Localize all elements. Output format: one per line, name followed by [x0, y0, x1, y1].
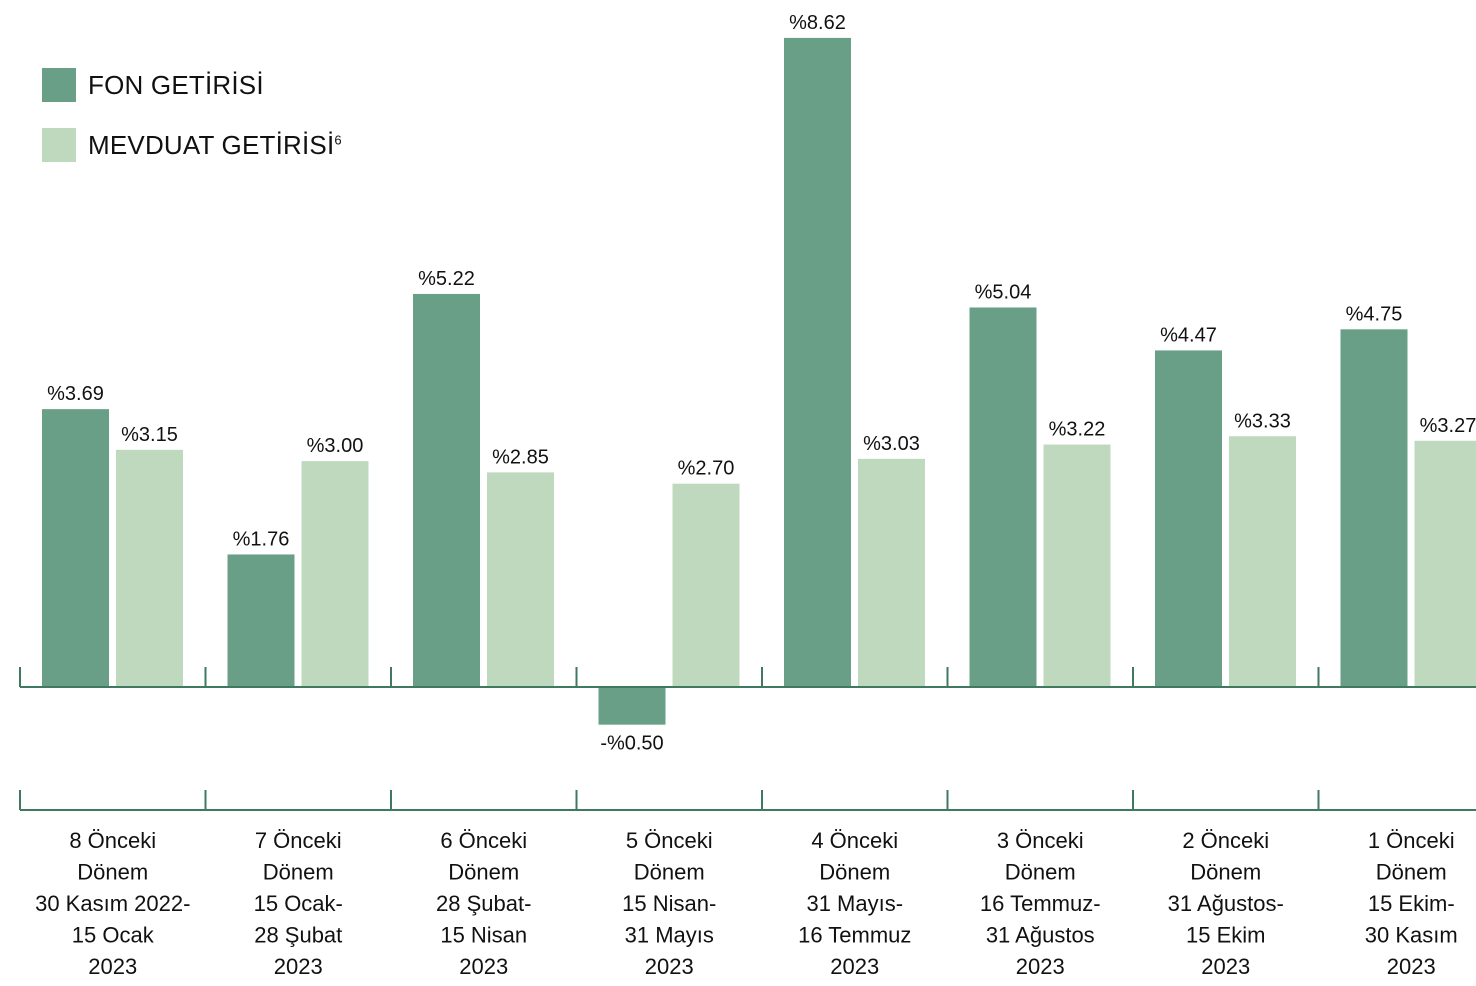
category-label-5-line-5: 2023	[830, 954, 879, 979]
category-label-2-line-4: 28 Şubat	[254, 923, 342, 948]
category-label-1-line-5: 2023	[88, 954, 137, 979]
category-label-2-line-2: Dönem	[263, 860, 334, 885]
category-label-1-line-3: 30 Kasım 2022-	[35, 891, 190, 916]
bar-fon-4	[598, 687, 666, 725]
legend-item-mevduat: MEVDUAT GETİRİSİ6	[42, 128, 342, 162]
bar-mevduat-2	[301, 461, 369, 687]
category-label-4-line-5: 2023	[645, 954, 694, 979]
bar-fon-2	[227, 554, 295, 687]
bar-mevduat-4	[672, 483, 740, 687]
bar-fon-1	[42, 409, 109, 687]
legend-swatch-fon	[42, 68, 76, 102]
category-label-8-line-3: 15 Ekim-	[1368, 891, 1455, 916]
bar-mevduat-7	[1229, 436, 1296, 687]
category-label-8-line-5: 2023	[1387, 954, 1436, 979]
value-label-mevduat-1: %3.15	[121, 424, 178, 446]
category-label-3-line-2: Dönem	[448, 860, 519, 885]
bar-mevduat-8	[1414, 440, 1476, 687]
category-label-1-line-2: Dönem	[77, 860, 148, 885]
category-label-1-line-1: 8 Önceki	[69, 828, 156, 853]
value-label-fon-4: -%0.50	[600, 733, 663, 755]
category-label-6-line-3: 16 Temmuz-	[980, 891, 1101, 916]
category-label-7-line-3: 31 Ağustos-	[1168, 891, 1284, 916]
category-label-6-line-5: 2023	[1016, 954, 1065, 979]
bar-fon-7	[1155, 350, 1222, 687]
bar-mevduat-3	[487, 472, 554, 687]
legend-item-fon: FON GETİRİSİ	[42, 68, 342, 102]
value-label-mevduat-7: %3.33	[1234, 410, 1291, 432]
category-label-5-line-3: 31 Mayıs-	[806, 891, 903, 916]
value-label-mevduat-3: %2.85	[492, 446, 549, 468]
legend-swatch-mevduat	[42, 128, 76, 162]
category-label-5-line-1: 4 Önceki	[811, 828, 898, 853]
bar-mevduat-5	[858, 458, 925, 687]
legend-label-fon: FON GETİRİSİ	[88, 69, 264, 100]
legend-label-mevduat: MEVDUAT GETİRİSİ6	[88, 130, 342, 161]
value-label-fon-8: %4.75	[1346, 303, 1403, 325]
category-label-7-line-4: 15 Ekim	[1186, 923, 1265, 948]
category-label-7-line-5: 2023	[1201, 954, 1250, 979]
value-label-fon-5: %8.62	[789, 12, 846, 34]
bar-mevduat-1	[116, 449, 183, 687]
category-label-3-line-5: 2023	[459, 954, 508, 979]
bar-fon-5	[784, 37, 851, 687]
category-label-3-line-4: 15 Nisan	[440, 923, 527, 948]
value-label-fon-6: %5.04	[975, 281, 1032, 303]
category-label-1-line-4: 15 Ocak	[72, 923, 155, 948]
value-label-mevduat-6: %3.22	[1049, 419, 1106, 441]
category-label-3-line-3: 28 Şubat-	[436, 891, 531, 916]
category-label-2-line-3: 15 Ocak-	[254, 891, 343, 916]
category-label-6-line-1: 3 Önceki	[997, 828, 1084, 853]
category-label-4-line-3: 15 Nisan-	[622, 891, 716, 916]
category-label-8-line-1: 1 Önceki	[1368, 828, 1455, 853]
category-label-5-line-4: 16 Temmuz	[798, 923, 911, 948]
category-label-3-line-1: 6 Önceki	[440, 828, 527, 853]
value-label-mevduat-8: %3.27	[1420, 415, 1476, 437]
value-label-fon-2: %1.76	[233, 528, 290, 550]
value-label-mevduat-5: %3.03	[863, 433, 920, 455]
bar-mevduat-6	[1043, 444, 1111, 687]
category-label-4-line-1: 5 Önceki	[626, 828, 713, 853]
category-label-2-line-5: 2023	[274, 954, 323, 979]
bar-fon-8	[1340, 329, 1408, 687]
legend-footnote-marker: 6	[334, 131, 342, 147]
value-label-fon-1: %3.69	[47, 383, 104, 405]
category-label-6-line-2: Dönem	[1005, 860, 1076, 885]
category-label-7-line-1: 2 Önceki	[1182, 828, 1269, 853]
category-label-7-line-2: Dönem	[1190, 860, 1261, 885]
legend: FON GETİRİSİ MEVDUAT GETİRİSİ6	[42, 68, 342, 188]
value-label-fon-3: %5.22	[418, 268, 475, 290]
category-label-4-line-2: Dönem	[634, 860, 705, 885]
bar-fon-6	[969, 307, 1037, 687]
category-label-8-line-4: 30 Kasım	[1365, 923, 1458, 948]
value-label-mevduat-4: %2.70	[678, 458, 735, 480]
category-label-5-line-2: Dönem	[819, 860, 890, 885]
value-label-fon-7: %4.47	[1160, 324, 1217, 346]
category-label-4-line-4: 31 Mayıs	[625, 923, 714, 948]
value-label-mevduat-2: %3.00	[307, 435, 364, 457]
category-label-8-line-2: Dönem	[1376, 860, 1447, 885]
bar-fon-3	[413, 293, 480, 687]
category-label-2-line-1: 7 Önceki	[255, 828, 342, 853]
legend-label-mevduat-text: MEVDUAT GETİRİSİ	[88, 129, 335, 160]
category-label-6-line-4: 31 Ağustos	[986, 923, 1095, 948]
